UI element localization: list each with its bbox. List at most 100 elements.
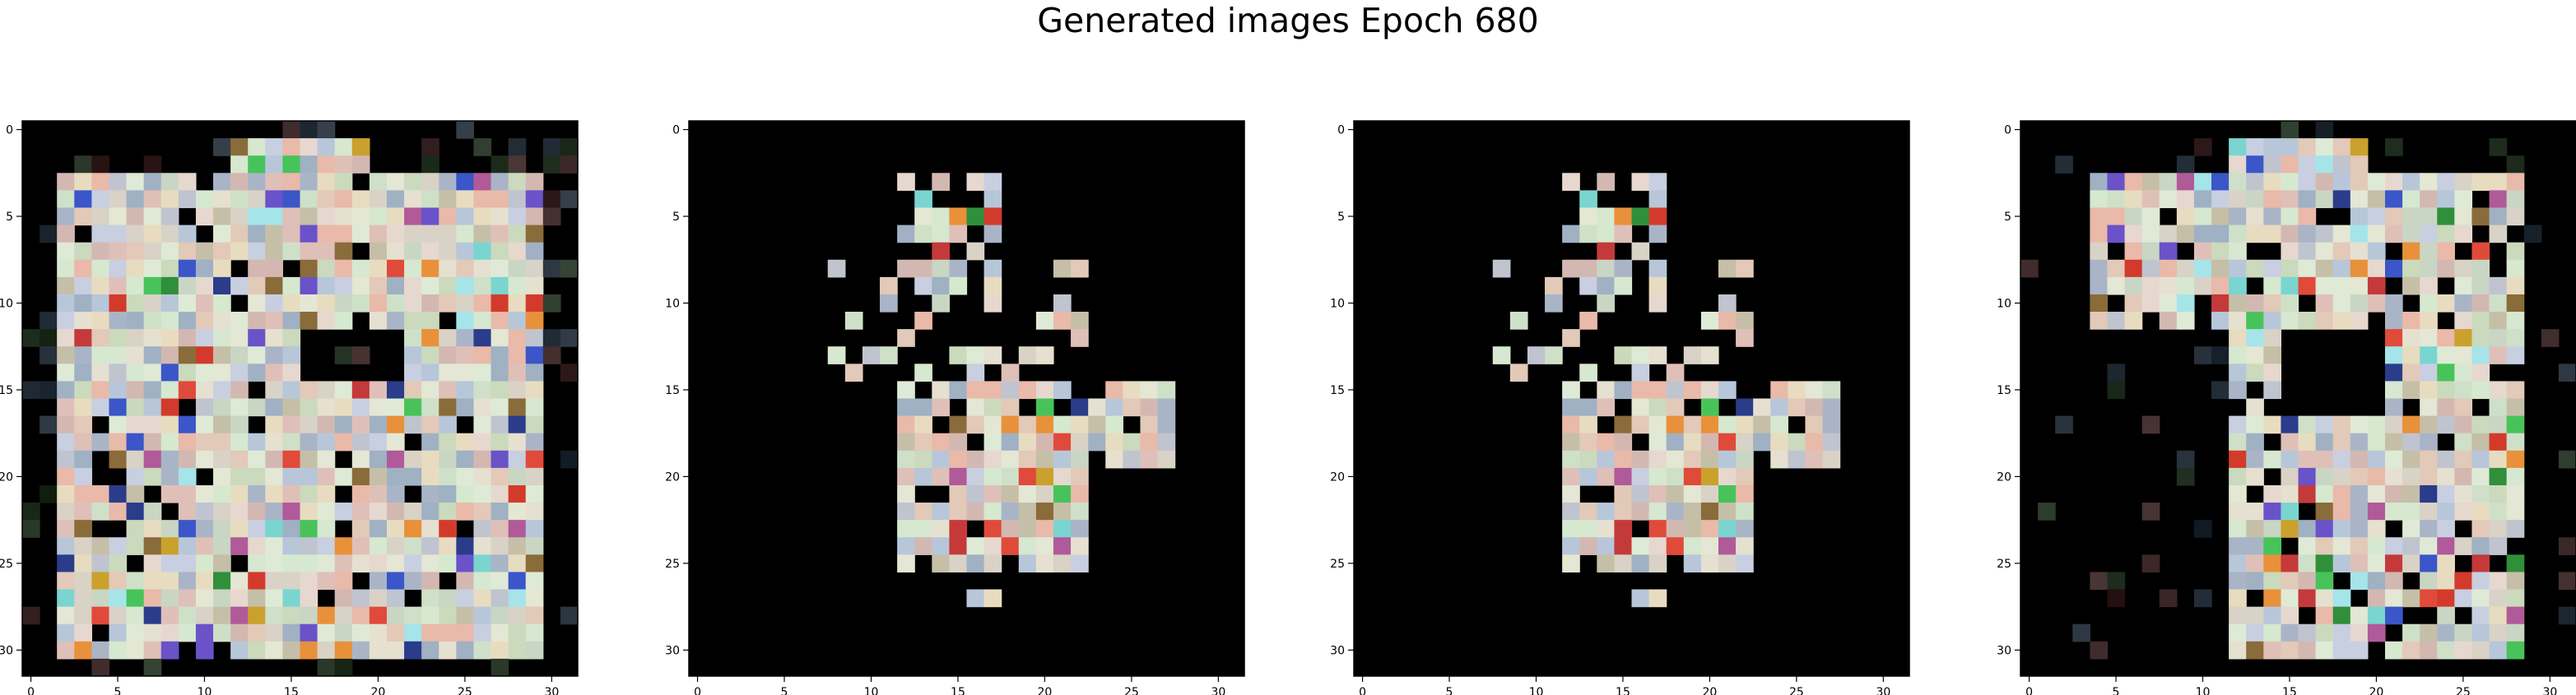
pixel-cell [195, 276, 214, 295]
pixel-cell [2315, 121, 2334, 139]
pixel-cell [2350, 537, 2369, 555]
pixel-cell [386, 190, 405, 209]
pixel-cell [1648, 450, 1667, 469]
pixel-cell [2384, 398, 2403, 417]
pixel-cell [966, 398, 985, 417]
pixel-cell [386, 641, 405, 660]
pixel-cell [213, 623, 231, 642]
pixel-cell [195, 329, 214, 347]
pixel-cell [126, 329, 145, 347]
pixel-cell [1700, 554, 1719, 573]
y-tick-label: 30 [665, 644, 680, 657]
pixel-cell [57, 207, 75, 226]
pixel-cell [2471, 484, 2490, 503]
pixel-cell [57, 364, 75, 382]
pixel-cell [404, 173, 422, 191]
pixel-cell [1018, 503, 1037, 521]
pixel-cell [439, 606, 457, 625]
pixel-cell [508, 520, 527, 538]
pixel-cell [1597, 520, 1615, 538]
pixel-cell [265, 503, 283, 521]
pixel-cell [2176, 207, 2195, 226]
pixel-cell [334, 312, 353, 330]
pixel-cell [2193, 259, 2212, 278]
pixel-cell [1579, 225, 1597, 243]
pixel-cell [2489, 225, 2508, 243]
pixel-cell [2281, 294, 2299, 313]
pixel-cell [317, 190, 336, 209]
pixel-cell [2263, 589, 2281, 608]
pixel-cell [300, 276, 319, 295]
pixel-cell [2506, 276, 2525, 295]
pixel-cell [248, 259, 266, 278]
pixel-cell [109, 259, 128, 278]
pixel-cell [265, 207, 283, 226]
pixel-cell [1666, 450, 1685, 469]
pixel-cell [966, 450, 985, 469]
pixel-cell [2454, 207, 2473, 226]
pixel-cell [914, 312, 932, 330]
pixel-cell [2246, 572, 2264, 591]
pixel-cell [932, 520, 950, 538]
pixel-cell [2141, 242, 2160, 261]
pixel-cell [1700, 312, 1719, 330]
pixel-cell [966, 207, 985, 226]
figure-title: Generated images Epoch 680 [1037, 1, 1539, 40]
pixel-cell [282, 415, 301, 434]
pixel-cell [265, 155, 283, 174]
pixel-cell [2402, 450, 2420, 469]
pixel-cell [1597, 450, 1615, 469]
pixel-cell [1631, 484, 1650, 503]
pixel-cell [2437, 572, 2455, 591]
pixel-cell [1018, 520, 1037, 538]
pixel-cell [2124, 312, 2143, 330]
pixel-cell [2298, 520, 2317, 538]
pixel-cell [2437, 190, 2455, 209]
pixel-cell [1648, 484, 1667, 503]
pixel-cell [2124, 259, 2143, 278]
pixel-cell [491, 173, 509, 191]
x-tick-label: 5 [781, 686, 788, 695]
pixel-cell [369, 190, 388, 209]
pixel-cell [2420, 623, 2438, 642]
pixel-cell [300, 259, 319, 278]
pixel-cell [1770, 381, 1788, 400]
pixel-cell [1736, 259, 1754, 278]
pixel-cell [57, 225, 75, 243]
pixel-cell [473, 537, 492, 555]
pixel-cell [473, 589, 492, 608]
pixel-cell [1700, 467, 1719, 486]
axes-frame [688, 120, 1245, 677]
pixel-cell [2332, 503, 2351, 521]
pixel-cell [2229, 294, 2247, 313]
pixel-cell [2367, 276, 2386, 295]
pixel-cell [248, 329, 266, 347]
pixel-cell [439, 364, 457, 382]
pixel-cell [932, 259, 950, 278]
pixel-cell [966, 554, 985, 573]
pixel-cell [109, 207, 128, 226]
pixel-cell [966, 364, 985, 382]
pixel-cell [456, 173, 475, 191]
image-pixels [2020, 121, 2576, 660]
pixel-cell [369, 606, 388, 625]
pixel-cell [2437, 225, 2455, 243]
pixel-cell [126, 503, 145, 521]
pixel-cell [74, 242, 92, 261]
pixel-cell [1597, 294, 1615, 313]
pixel-cell [473, 190, 492, 209]
pixel-cell [1597, 173, 1615, 191]
pixel-cell [2315, 503, 2334, 521]
pixel-cell [109, 623, 128, 642]
pixel-cell [2402, 276, 2420, 295]
pixel-cell [2281, 312, 2299, 330]
pixel-cell [2315, 484, 2334, 503]
pixel-cell [282, 450, 301, 469]
pixel-cell [897, 433, 915, 452]
pixel-cell [914, 364, 932, 382]
pixel-cell [2107, 207, 2126, 226]
pixel-cell [1597, 276, 1615, 295]
pixel-cell [386, 242, 405, 261]
pixel-cell [1648, 589, 1667, 608]
pixel-cell [230, 415, 249, 434]
